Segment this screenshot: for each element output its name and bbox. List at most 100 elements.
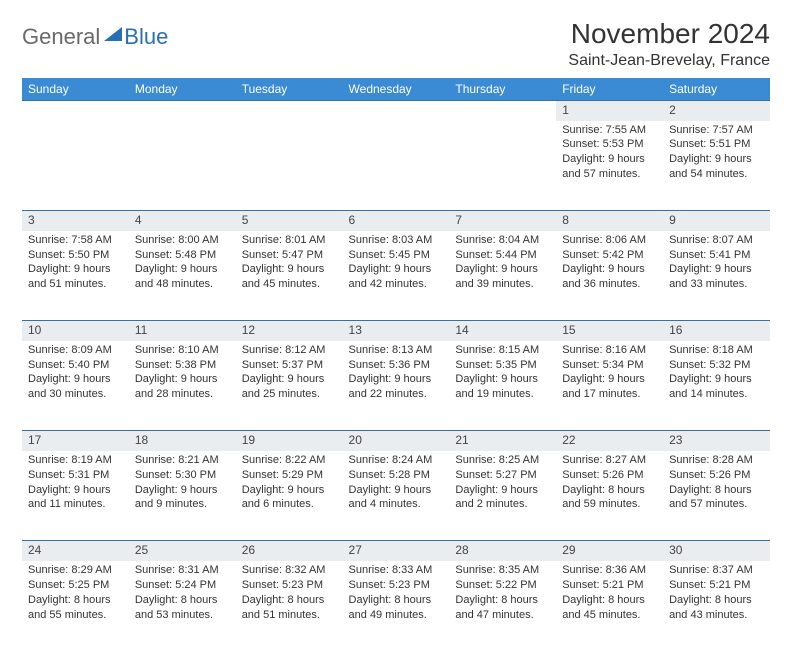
sunrise-line: Sunrise: 8:18 AM	[669, 343, 764, 358]
sunset-line: Sunset: 5:23 PM	[349, 578, 444, 593]
weekday-header: Monday	[129, 78, 236, 101]
day-body: Sunrise: 8:04 AMSunset: 5:44 PMDaylight:…	[449, 231, 556, 298]
sunrise-line: Sunrise: 8:15 AM	[455, 343, 550, 358]
sunset-line: Sunset: 5:30 PM	[135, 468, 230, 483]
daylight-line: Daylight: 9 hours and 57 minutes.	[562, 152, 657, 182]
weekday-header: Wednesday	[343, 78, 450, 101]
day-body	[22, 121, 129, 129]
day-number: 25	[129, 541, 236, 561]
day-body: Sunrise: 8:12 AMSunset: 5:37 PMDaylight:…	[236, 341, 343, 408]
sunrise-line: Sunrise: 8:31 AM	[135, 563, 230, 578]
sunrise-line: Sunrise: 7:58 AM	[28, 233, 123, 248]
sunrise-line: Sunrise: 8:03 AM	[349, 233, 444, 248]
day-body: Sunrise: 8:03 AMSunset: 5:45 PMDaylight:…	[343, 231, 450, 298]
sunset-line: Sunset: 5:24 PM	[135, 578, 230, 593]
sunrise-line: Sunrise: 8:36 AM	[562, 563, 657, 578]
daylight-line: Daylight: 9 hours and 28 minutes.	[135, 372, 230, 402]
day-body: Sunrise: 7:58 AMSunset: 5:50 PMDaylight:…	[22, 231, 129, 298]
day-body: Sunrise: 8:19 AMSunset: 5:31 PMDaylight:…	[22, 451, 129, 518]
sunrise-line: Sunrise: 8:25 AM	[455, 453, 550, 468]
daylight-line: Daylight: 9 hours and 48 minutes.	[135, 262, 230, 292]
sunrise-line: Sunrise: 8:19 AM	[28, 453, 123, 468]
weekday-header-row: SundayMondayTuesdayWednesdayThursdayFrid…	[22, 78, 770, 101]
day-body: Sunrise: 8:36 AMSunset: 5:21 PMDaylight:…	[556, 561, 663, 628]
day-body: Sunrise: 8:06 AMSunset: 5:42 PMDaylight:…	[556, 231, 663, 298]
daylight-line: Daylight: 9 hours and 42 minutes.	[349, 262, 444, 292]
sunset-line: Sunset: 5:48 PM	[135, 248, 230, 263]
day-body: Sunrise: 8:29 AMSunset: 5:25 PMDaylight:…	[22, 561, 129, 628]
sunrise-line: Sunrise: 8:13 AM	[349, 343, 444, 358]
daylight-line: Daylight: 8 hours and 45 minutes.	[562, 593, 657, 623]
weekday-header: Saturday	[663, 78, 770, 101]
day-body	[129, 121, 236, 129]
day-number: 26	[236, 541, 343, 561]
weekday-header: Tuesday	[236, 78, 343, 101]
sunset-line: Sunset: 5:44 PM	[455, 248, 550, 263]
day-number	[22, 101, 129, 121]
sunset-line: Sunset: 5:21 PM	[669, 578, 764, 593]
day-body: Sunrise: 8:31 AMSunset: 5:24 PMDaylight:…	[129, 561, 236, 628]
day-number: 14	[449, 321, 556, 341]
day-body: Sunrise: 7:55 AMSunset: 5:53 PMDaylight:…	[556, 121, 663, 188]
sunrise-line: Sunrise: 7:55 AM	[562, 123, 657, 138]
sunrise-line: Sunrise: 8:27 AM	[562, 453, 657, 468]
daylight-line: Daylight: 9 hours and 17 minutes.	[562, 372, 657, 402]
day-number: 24	[22, 541, 129, 561]
brand-text-part2: Blue	[124, 24, 168, 50]
daybody-row: Sunrise: 8:29 AMSunset: 5:25 PMDaylight:…	[22, 561, 770, 651]
day-number: 8	[556, 211, 663, 231]
sunset-line: Sunset: 5:42 PM	[562, 248, 657, 263]
sunset-line: Sunset: 5:25 PM	[28, 578, 123, 593]
day-number: 9	[663, 211, 770, 231]
daylight-line: Daylight: 9 hours and 19 minutes.	[455, 372, 550, 402]
day-number: 16	[663, 321, 770, 341]
daylight-line: Daylight: 8 hours and 49 minutes.	[349, 593, 444, 623]
day-body: Sunrise: 8:37 AMSunset: 5:21 PMDaylight:…	[663, 561, 770, 628]
daylight-line: Daylight: 9 hours and 9 minutes.	[135, 483, 230, 513]
day-number: 29	[556, 541, 663, 561]
day-body: Sunrise: 8:35 AMSunset: 5:22 PMDaylight:…	[449, 561, 556, 628]
day-body: Sunrise: 8:18 AMSunset: 5:32 PMDaylight:…	[663, 341, 770, 408]
sunset-line: Sunset: 5:21 PM	[562, 578, 657, 593]
daylight-line: Daylight: 9 hours and 25 minutes.	[242, 372, 337, 402]
sunrise-line: Sunrise: 8:01 AM	[242, 233, 337, 248]
brand-text-part1: General	[22, 24, 100, 50]
day-number	[129, 101, 236, 121]
sunrise-line: Sunrise: 7:57 AM	[669, 123, 764, 138]
sunset-line: Sunset: 5:41 PM	[669, 248, 764, 263]
day-body: Sunrise: 8:25 AMSunset: 5:27 PMDaylight:…	[449, 451, 556, 518]
day-number: 19	[236, 431, 343, 451]
sunset-line: Sunset: 5:23 PM	[242, 578, 337, 593]
daylight-line: Daylight: 9 hours and 51 minutes.	[28, 262, 123, 292]
day-body: Sunrise: 8:10 AMSunset: 5:38 PMDaylight:…	[129, 341, 236, 408]
daylight-line: Daylight: 9 hours and 11 minutes.	[28, 483, 123, 513]
sunrise-line: Sunrise: 8:12 AM	[242, 343, 337, 358]
day-number: 6	[343, 211, 450, 231]
daynum-row: 12	[22, 101, 770, 121]
sunset-line: Sunset: 5:29 PM	[242, 468, 337, 483]
sunset-line: Sunset: 5:50 PM	[28, 248, 123, 263]
day-body: Sunrise: 8:32 AMSunset: 5:23 PMDaylight:…	[236, 561, 343, 628]
day-body	[449, 121, 556, 129]
sunset-line: Sunset: 5:38 PM	[135, 358, 230, 373]
brand-logo: General Blue	[22, 18, 168, 50]
daylight-line: Daylight: 9 hours and 45 minutes.	[242, 262, 337, 292]
day-number: 30	[663, 541, 770, 561]
daylight-line: Daylight: 9 hours and 2 minutes.	[455, 483, 550, 513]
sunrise-line: Sunrise: 8:10 AM	[135, 343, 230, 358]
sunrise-line: Sunrise: 8:35 AM	[455, 563, 550, 578]
day-body: Sunrise: 8:21 AMSunset: 5:30 PMDaylight:…	[129, 451, 236, 518]
daylight-line: Daylight: 9 hours and 54 minutes.	[669, 152, 764, 182]
daynum-row: 3456789	[22, 211, 770, 231]
day-number	[343, 101, 450, 121]
day-number: 1	[556, 101, 663, 121]
day-number: 23	[663, 431, 770, 451]
sunrise-line: Sunrise: 8:22 AM	[242, 453, 337, 468]
day-number: 21	[449, 431, 556, 451]
day-number	[449, 101, 556, 121]
daylight-line: Daylight: 8 hours and 51 minutes.	[242, 593, 337, 623]
calendar-table: SundayMondayTuesdayWednesdayThursdayFrid…	[22, 78, 770, 651]
day-number	[236, 101, 343, 121]
day-number: 12	[236, 321, 343, 341]
sunset-line: Sunset: 5:26 PM	[669, 468, 764, 483]
